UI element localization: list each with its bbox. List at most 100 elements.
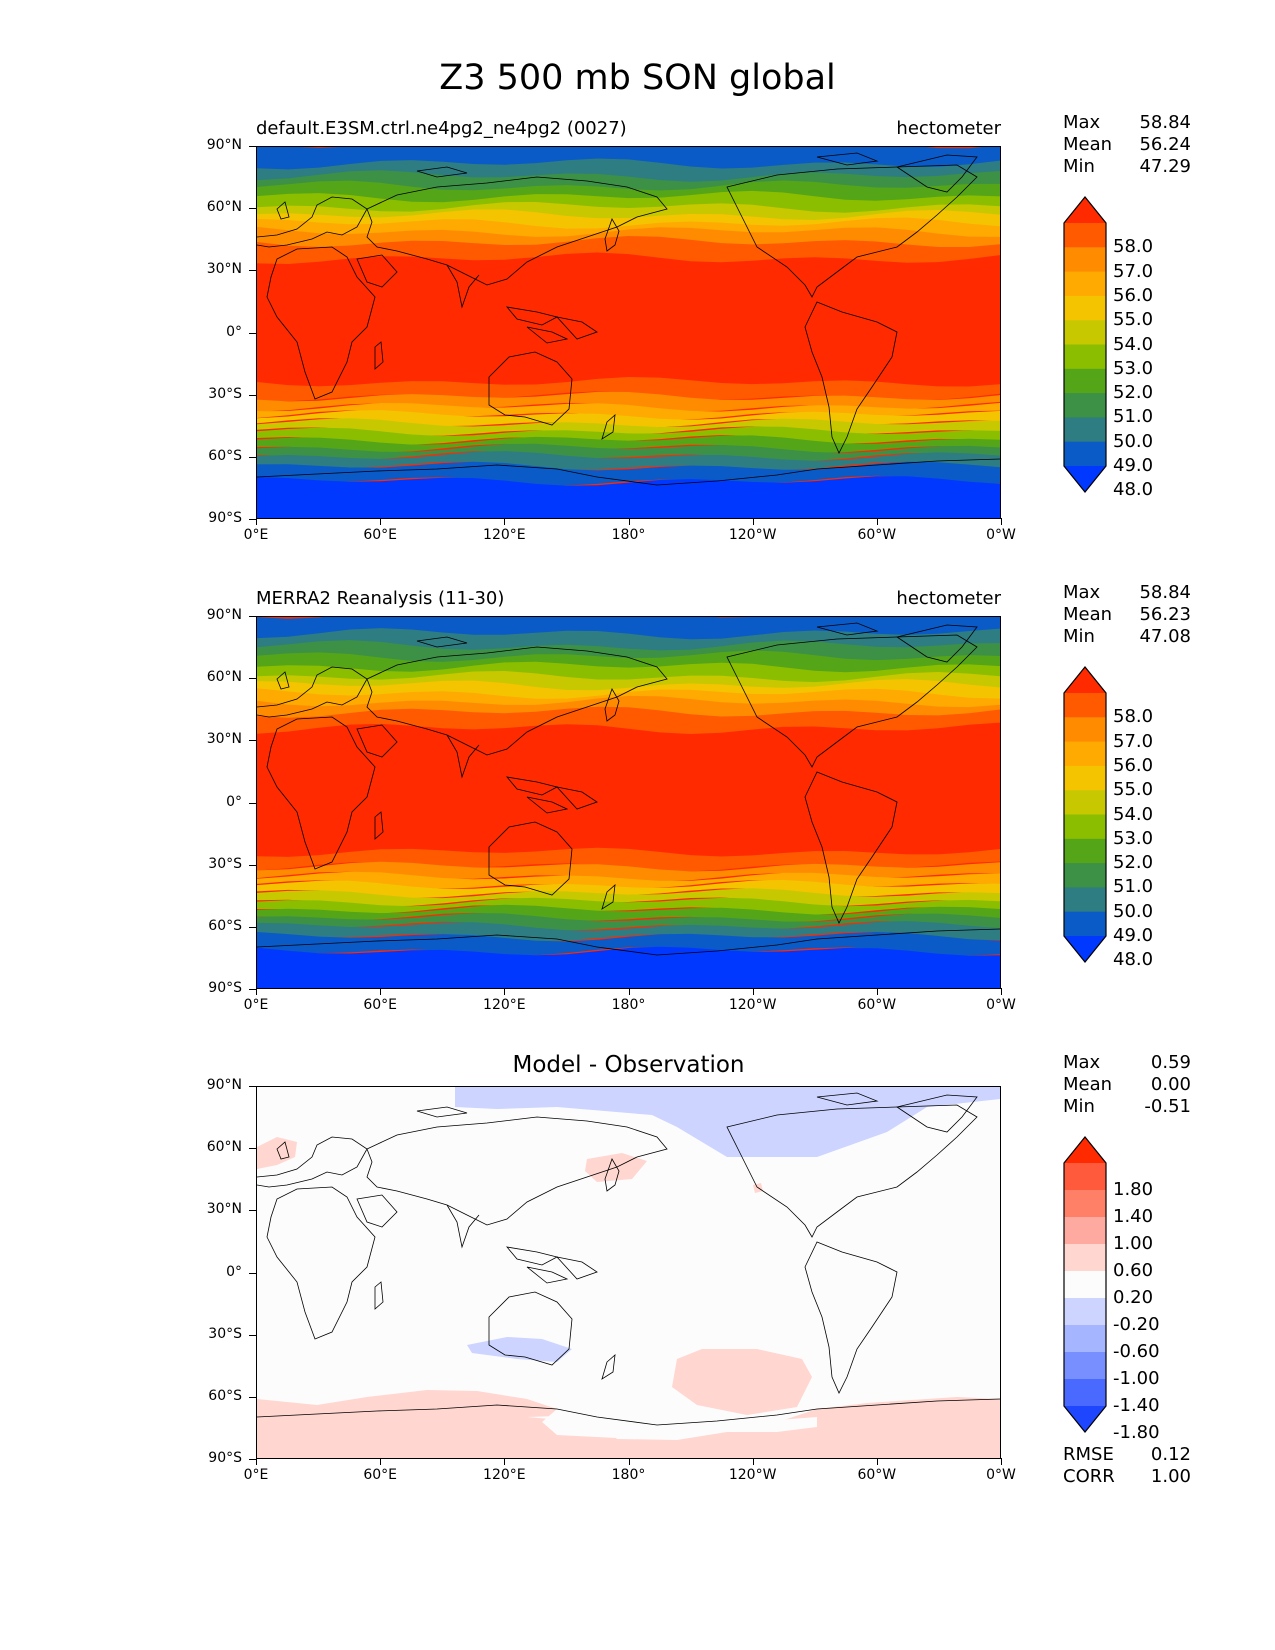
lon-tick-mark [504,988,506,995]
lon-tick-label: 60°E [363,1467,397,1483]
lat-tick-label: 60°S [208,917,242,934]
lat-tick-label: 30°S [208,855,242,872]
contour-band [257,661,1000,687]
coastline [266,1186,376,1340]
stat-mean-label: Mean [1063,604,1113,625]
colorbar-outline [1063,1136,1107,1433]
coastline [374,341,384,370]
colorbar-extend-bottom [1064,466,1106,492]
contour-band [257,913,1000,931]
lat-tick-label: 30°S [208,385,242,402]
colorbar-graphic [1063,196,1107,493]
lon-tick-label: 0°W [986,997,1016,1013]
map-obs [256,616,1001,989]
colorbar-graphic [1063,1136,1107,1433]
colorbar-segment [1064,814,1106,840]
stat-max: 58.84 [1139,582,1191,603]
colorbar-outline [1063,196,1107,493]
contour-band [257,628,1000,656]
colorbar-tick-label: 53.0 [1113,357,1154,379]
lon-tick-label: 120°E [483,527,526,543]
colorbar-tick-label: 50.0 [1113,430,1154,452]
coastline [446,264,480,309]
coastline [604,1158,620,1192]
panel-obs: MERRA2 Reanalysis (11-30) hectometer Max… [0,582,1275,1058]
stat-min-label: Min [1063,1096,1095,1117]
stat-mean: 56.24 [1139,134,1191,155]
coastline [726,634,978,768]
lat-tick-label: 30°N [206,1201,242,1218]
stat-min: 47.08 [1139,626,1191,647]
lat-tick-mark [249,270,256,272]
lat-tick-label: 90°S [208,1450,242,1466]
lat-tick-mark [249,1148,256,1150]
colorbar-segment [1064,320,1106,346]
lon-tick-mark [380,518,382,525]
lat-tick-label: 60°S [208,1387,242,1404]
colorbar-tick-label: -1.40 [1113,1395,1160,1416]
lon-tick-mark [628,1458,630,1465]
stat-mean-label: Mean [1063,134,1113,155]
lon-tick-label: 180° [611,1467,646,1483]
lat-tick-mark [249,1210,256,1212]
coastline [416,1106,468,1118]
colorbar-segment [1064,741,1106,767]
stats-diff: Max 0.59 Mean 0.00 Min -0.51 [1063,1052,1191,1118]
coastline [257,928,1000,956]
colorbar [1063,1136,1107,1433]
coastline [896,1094,978,1133]
colorbar-segment [1064,887,1106,913]
colorbar-segment [1064,1298,1106,1326]
colorbar-segment [1064,717,1106,743]
colorbar-segment [1064,1271,1106,1299]
lat-tick-label: 30°N [206,261,242,278]
lon-tick-label: 180° [611,997,646,1013]
coastline [257,1398,1000,1426]
stats-obs: Max 58.84 Mean 56.23 Min 47.08 [1063,582,1191,648]
colorbar-tick-label: 1.40 [1113,1206,1154,1227]
coastline [526,326,569,344]
colorbar-extend-bottom [1064,936,1106,962]
lat-tick-mark [249,1334,256,1336]
stat-min: -0.51 [1144,1096,1191,1117]
colorbar-segment [1064,1244,1106,1272]
lon-tick-mark [752,518,754,525]
coastline [276,671,290,690]
contour-band [257,888,1000,907]
colorbar-tick-label: 54.0 [1113,333,1154,355]
coastline [816,622,879,636]
lat-tick-mark [249,740,256,742]
lat-tick-mark [249,146,256,147]
coastline [816,1092,879,1106]
colorbar-tick-label: 54.0 [1113,803,1154,825]
panel-title-obs: MERRA2 Reanalysis (11-30) [256,588,505,609]
lon-tick-mark [256,1458,257,1465]
stat-max-label: Max [1063,582,1101,603]
lon-tick-label: 0°E [243,1467,269,1483]
colorbar-tick-label: 52.0 [1113,852,1154,874]
colorbar-segment [1064,295,1106,321]
diff-region [257,1137,297,1169]
colorbar-tick-label: 1.00 [1113,1233,1154,1254]
colorbar-segment [1064,441,1106,467]
coastline [446,734,480,779]
coastline [555,316,598,340]
colorbar-segment [1064,368,1106,394]
lon-tick-label: 60°W [857,997,897,1013]
lon-tick-label: 120°W [728,997,777,1013]
corr-label: CORR [1063,1466,1115,1487]
colorbar-extend-top [1064,667,1106,693]
lon-tick-label: 60°W [857,527,897,543]
colorbar-tick-label: 0.60 [1113,1260,1154,1281]
coastline [276,201,290,220]
stat-max: 58.84 [1139,112,1191,133]
contour-band [257,236,1000,264]
colorbar-tick-label: 51.0 [1113,406,1154,428]
coastline [601,1354,616,1380]
colorbar-tick-label: 57.0 [1113,730,1154,752]
coastline [506,306,559,326]
lat-tick-mark [249,1272,256,1274]
coastline [416,636,468,648]
figure-title: Z3 500 mb SON global [439,58,836,98]
coastline [366,1116,668,1226]
